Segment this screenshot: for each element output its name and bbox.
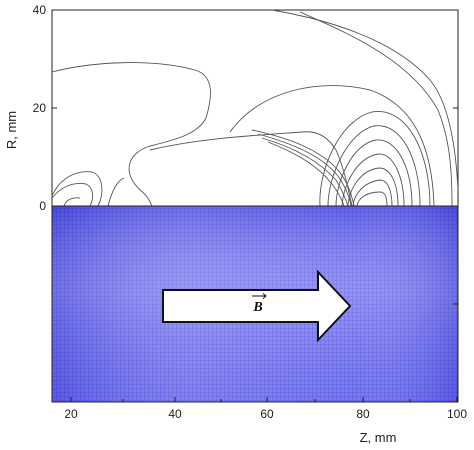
arrow-label-vector-head xyxy=(262,293,267,299)
x-tick-80: 80 xyxy=(356,407,370,421)
x-tick-60: 60 xyxy=(260,407,274,421)
y-tick-0: 0 xyxy=(39,199,46,213)
arrow-label-b: B xyxy=(252,300,262,315)
contour-lines xyxy=(51,9,459,207)
y-tick-40: 40 xyxy=(33,3,47,17)
x-tick-100: 100 xyxy=(447,407,467,421)
y-axis-label: R, mm xyxy=(4,111,19,149)
x-axis-label: Z, mm xyxy=(360,430,397,445)
magnetic-field-arrow xyxy=(162,269,352,343)
lower-mesh-panel: B xyxy=(51,205,459,403)
y-tick-20: 20 xyxy=(33,101,47,115)
x-tick-40: 40 xyxy=(168,407,182,421)
upper-plot: 40 20 0 R, mm xyxy=(4,3,459,213)
x-axis: 20 40 60 80 100 Z, mm xyxy=(64,397,467,445)
x-tick-20: 20 xyxy=(64,407,78,421)
x-ticks xyxy=(70,397,458,402)
